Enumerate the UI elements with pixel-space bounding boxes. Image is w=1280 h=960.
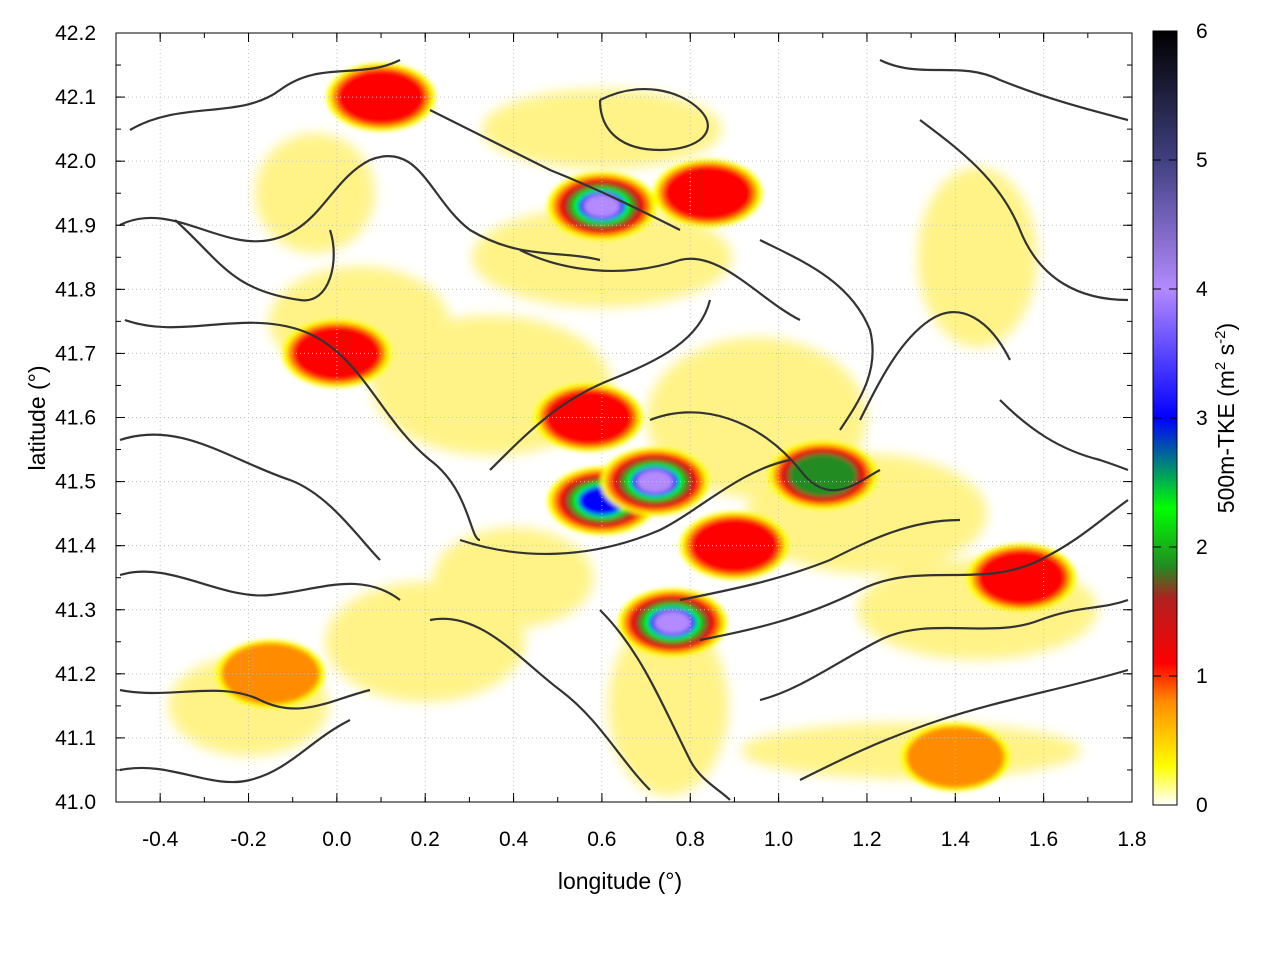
- colorbar-title-end: ): [1213, 323, 1239, 331]
- y-tick-label: 41.6: [55, 407, 96, 430]
- tke-feature: [663, 165, 753, 221]
- colorbar-ticks: 0 1 2 3 4 5 6: [1153, 20, 1208, 817]
- y-axis: 41.0 41.1 41.2 41.3 41.4 41.5 41.6 41.7 41.8 41.9…: [55, 22, 1132, 814]
- x-tick-label: -0.4: [142, 828, 179, 851]
- y-tick-label: 41.3: [55, 599, 96, 622]
- y-tick-label: 41.9: [55, 214, 96, 237]
- contour-line: [519, 249, 801, 321]
- colorbar-tick-label: 4: [1196, 278, 1208, 301]
- contour-line: [429, 109, 681, 231]
- y-tick-label: 41.4: [55, 535, 96, 558]
- x-tick-label: 0.8: [676, 828, 705, 851]
- tke-feature: [336, 69, 426, 125]
- contour-line: [119, 719, 351, 784]
- tke-haze: [917, 167, 1038, 348]
- colorbar: 0 1 2 3 4 5 6 500m-TKE (m2 s-2): [1152, 20, 1239, 817]
- contour-line: [759, 598, 1129, 702]
- contour-line: [119, 433, 381, 561]
- x-axis: -0.4 -0.2 0.0 0.2 0.4 0.6 0.8 1.0 1.2 1.4 1.6 1.8: [115, 33, 1147, 851]
- x-tick-label: 1.8: [1117, 828, 1146, 851]
- contour-line: [699, 499, 1129, 642]
- x-tick-label: 1.4: [941, 828, 971, 851]
- tke-feature: [977, 550, 1066, 606]
- y-axis-title: latitude (°): [24, 365, 50, 470]
- y-tick-label: 41.1: [55, 727, 96, 750]
- colorbar-title: 500m-TKE (m2 s-2): [1212, 323, 1239, 513]
- y-tick-label: 41.0: [55, 791, 96, 814]
- colorbar-tick-label: 6: [1196, 20, 1208, 43]
- contour-line: [429, 617, 651, 791]
- y-tick-label: 42.1: [55, 86, 96, 109]
- colorbar-tick-label: 3: [1196, 407, 1208, 430]
- contour-line: [489, 299, 712, 471]
- x-tick-label: 0.2: [411, 828, 440, 851]
- x-tick-label: 1.6: [1029, 828, 1058, 851]
- tke-feature: [788, 453, 857, 497]
- contour-line: [599, 609, 731, 801]
- x-tick-label: -0.2: [230, 828, 266, 851]
- colorbar-tick-label: 2: [1196, 536, 1208, 559]
- x-tick-label: 0.6: [587, 828, 616, 851]
- contour-line: [119, 570, 401, 601]
- contour-line: [119, 688, 371, 710]
- colorbar-title-sup1: 2: [1212, 362, 1229, 370]
- grid-lines: [116, 32, 1133, 803]
- contour-line: [799, 668, 1129, 781]
- contour-line: [999, 399, 1129, 472]
- y-tick-label: 41.2: [55, 663, 96, 686]
- tke-feature: [690, 518, 779, 574]
- colorbar-title-mid: s: [1213, 344, 1239, 362]
- x-tick-label: 1.0: [764, 828, 793, 851]
- contour-line: [649, 411, 881, 492]
- y-tick-label: 41.8: [55, 278, 96, 301]
- colorbar-title-base: 500m-TKE (m: [1213, 370, 1239, 513]
- contour-line: [459, 458, 791, 556]
- contour-line: [859, 311, 1011, 421]
- contour-line: [124, 318, 481, 542]
- colorbar-tick-label: 5: [1196, 149, 1208, 172]
- colorbar-title-sup2: -2: [1212, 330, 1229, 343]
- x-tick-label: 1.2: [852, 828, 881, 851]
- x-tick-label: 0.0: [322, 828, 351, 851]
- x-tick-label: 0.4: [499, 828, 529, 851]
- contour-line: [129, 59, 401, 131]
- colorbar-tick-label: 0: [1196, 794, 1208, 817]
- tke-feature: [636, 469, 674, 494]
- x-axis-title: longitude (°): [558, 868, 682, 894]
- contour-line: [919, 119, 1129, 302]
- contour-line: [174, 219, 335, 302]
- contour-line: [679, 518, 961, 602]
- tke-feature: [221, 643, 320, 705]
- contour-line: [759, 239, 874, 431]
- contour-line: [879, 59, 1129, 122]
- tke-haze: [254, 133, 375, 254]
- contour-line: [598, 88, 709, 152]
- y-tick-label: 41.5: [55, 471, 96, 494]
- y-tick-label: 41.7: [55, 342, 96, 365]
- tke-feature: [654, 610, 692, 635]
- y-tick-label: 42.2: [55, 22, 96, 45]
- y-tick-label: 42.0: [55, 150, 96, 173]
- colorbar-tick-label: 1: [1196, 665, 1208, 688]
- plot-area: [115, 32, 1133, 803]
- tke-feature: [583, 194, 621, 218]
- contour-line: [119, 154, 601, 262]
- terrain-contours: [119, 59, 1129, 801]
